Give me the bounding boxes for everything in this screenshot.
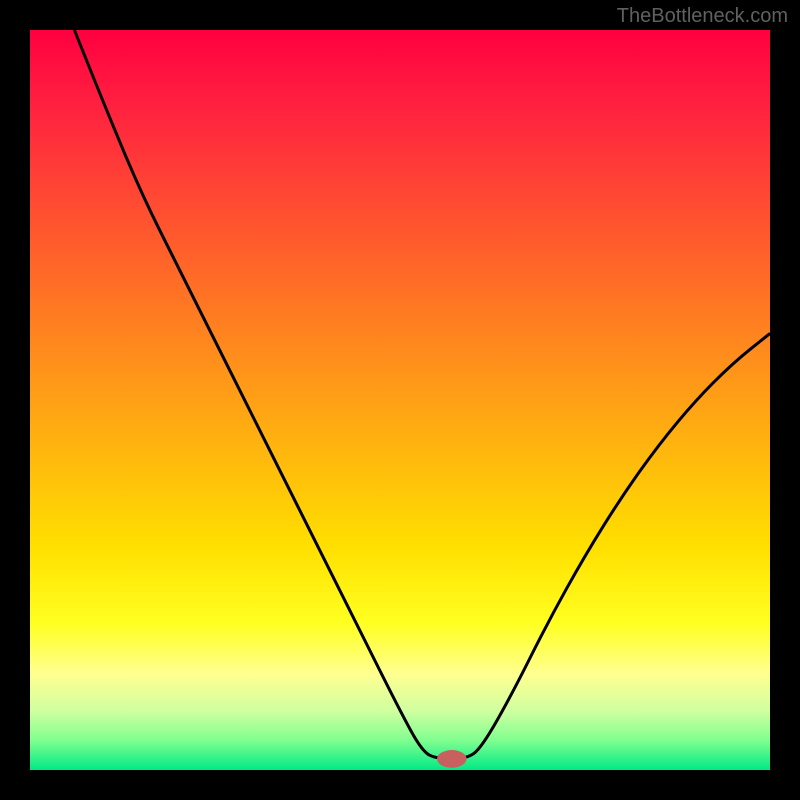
curve-layer — [30, 30, 770, 770]
watermark-text: TheBottleneck.com — [617, 5, 788, 28]
chart-plot-area — [30, 30, 770, 770]
bottleneck-curve — [74, 30, 770, 759]
optimum-marker — [437, 750, 467, 768]
